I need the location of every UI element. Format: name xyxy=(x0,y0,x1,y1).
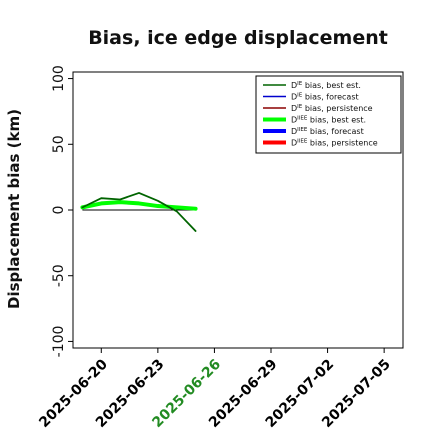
y-axis-label: Displacement bias (km) xyxy=(5,109,23,309)
x-ticks: 2025-06-202025-06-232025-06-262025-06-29… xyxy=(36,348,394,431)
series-layer xyxy=(80,192,198,232)
y-tick-label: 0 xyxy=(51,206,67,215)
chart-title: Bias, ice edge displacement xyxy=(88,27,388,49)
legend-label: DIE bias, forecast xyxy=(291,93,359,102)
legend-label: DIE bias, best est. xyxy=(291,81,361,90)
legend-label: DIIEE bias, best est. xyxy=(291,116,366,125)
legend-label: DIIEE bias, forecast xyxy=(291,127,364,136)
y-tick-label: 100 xyxy=(51,65,67,92)
legend: DIE bias, best est. DIE bias, forecast DIE… xyxy=(255,75,402,154)
legend-box xyxy=(255,75,402,154)
series-line xyxy=(81,192,197,232)
legend-label: DIE bias, persistence xyxy=(291,104,373,113)
y-ticks: 100 50 0 -50 -100 xyxy=(51,65,73,357)
y-tick-label: -50 xyxy=(51,264,67,287)
y-tick-label: -100 xyxy=(51,326,67,358)
legend-label: DIIEE bias, persistence xyxy=(291,139,378,148)
series-line xyxy=(80,200,198,211)
y-tick-label: 50 xyxy=(51,135,67,153)
